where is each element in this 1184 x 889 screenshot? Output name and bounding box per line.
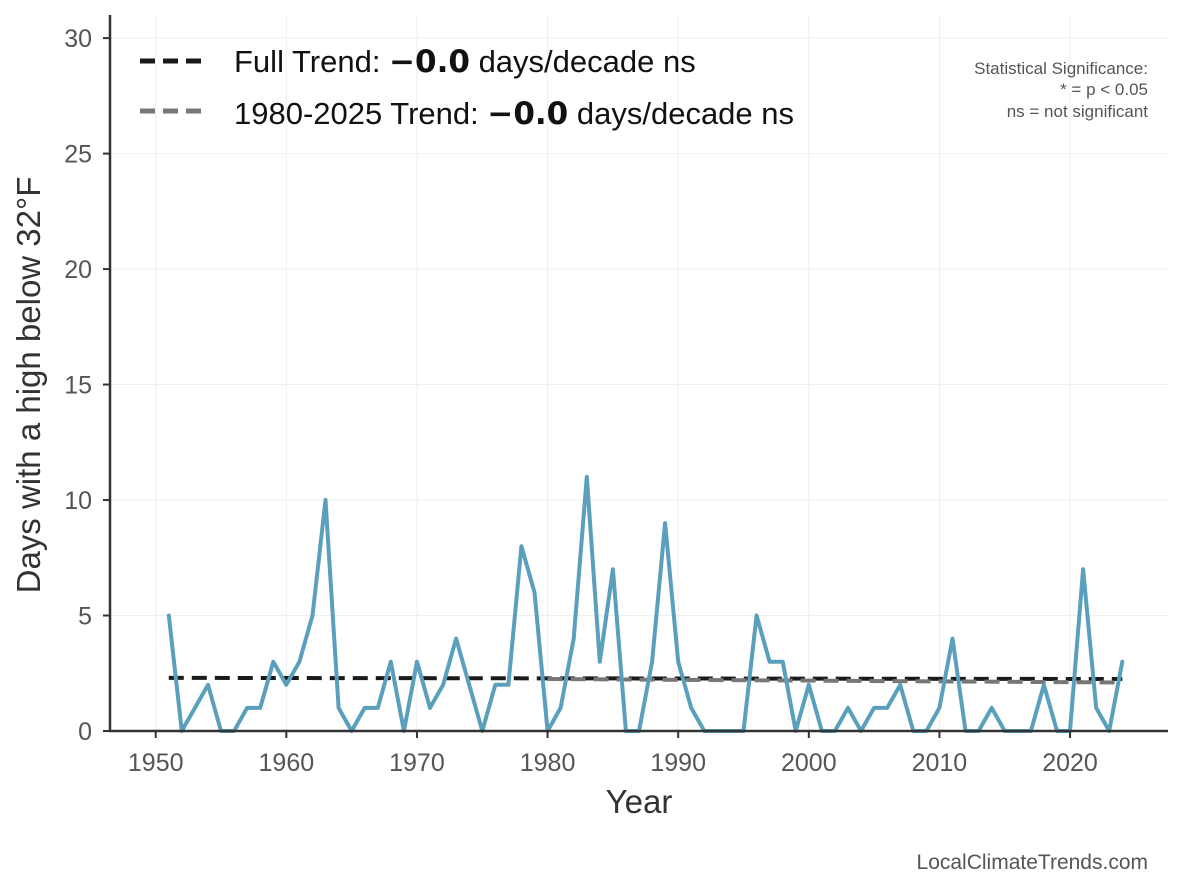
- recent-trend-line: [547, 677, 1123, 685]
- y-tick-label-5: 5: [78, 603, 92, 631]
- significance-note: Statistical Significance: * = p < 0.05 n…: [974, 59, 1148, 121]
- legend: Full Trend: −0.0 days/decade ns 1980-202…: [140, 44, 794, 132]
- x-tick-label-1950: 1950: [128, 749, 184, 777]
- legend-recent-trend-label: 1980-2025 Trend: −0.0 days/decade ns: [234, 96, 794, 132]
- series-group: [166, 474, 1125, 733]
- y-axis-title: Days with a high below 32°F: [10, 177, 47, 594]
- x-tick-label-1970: 1970: [389, 749, 445, 777]
- significance-line-1: * = p < 0.05: [1060, 80, 1148, 99]
- trend-lines: [168, 675, 1123, 685]
- y-tick-label-0: 0: [78, 718, 92, 746]
- x-axis-ticks: 1950 1960 1970 1980 1990 2000 2010 2020: [128, 731, 1098, 777]
- y-tick-label-15: 15: [64, 372, 92, 400]
- series-line-0: [166, 474, 1125, 733]
- legend-full-trend-prefix: Full Trend:: [234, 44, 389, 79]
- x-axis-title: Year: [606, 783, 673, 820]
- y-tick-label-10: 10: [64, 487, 92, 515]
- y-tick-label-20: 20: [64, 256, 92, 284]
- source-credit: LocalClimateTrends.com: [917, 851, 1148, 874]
- legend-full-trend-suffix: days/decade ns: [470, 44, 696, 79]
- legend-recent-trend-value: −0.0: [487, 96, 568, 132]
- y-tick-label-25: 25: [64, 141, 92, 169]
- legend-full-trend-label: Full Trend: −0.0 days/decade ns: [234, 44, 696, 80]
- full-trend-line: [168, 675, 1123, 682]
- x-tick-label-1990: 1990: [650, 749, 706, 777]
- x-tick-label-1960: 1960: [259, 749, 315, 777]
- significance-line-2: ns = not significant: [1007, 102, 1149, 121]
- x-tick-label-1980: 1980: [520, 749, 576, 777]
- legend-full-trend-value: −0.0: [389, 44, 470, 80]
- grid: [110, 15, 1168, 732]
- x-tick-label-2020: 2020: [1042, 749, 1098, 777]
- y-axis-ticks: 0 5 10 15 20 25 30: [64, 25, 110, 746]
- y-tick-label-30: 30: [64, 25, 92, 53]
- legend-recent-trend-suffix: days/decade ns: [568, 96, 794, 131]
- x-tick-label-2010: 2010: [912, 749, 968, 777]
- legend-recent-trend-prefix: 1980-2025 Trend:: [234, 96, 487, 131]
- significance-title: Statistical Significance:: [974, 59, 1148, 78]
- x-tick-label-2000: 2000: [781, 749, 837, 777]
